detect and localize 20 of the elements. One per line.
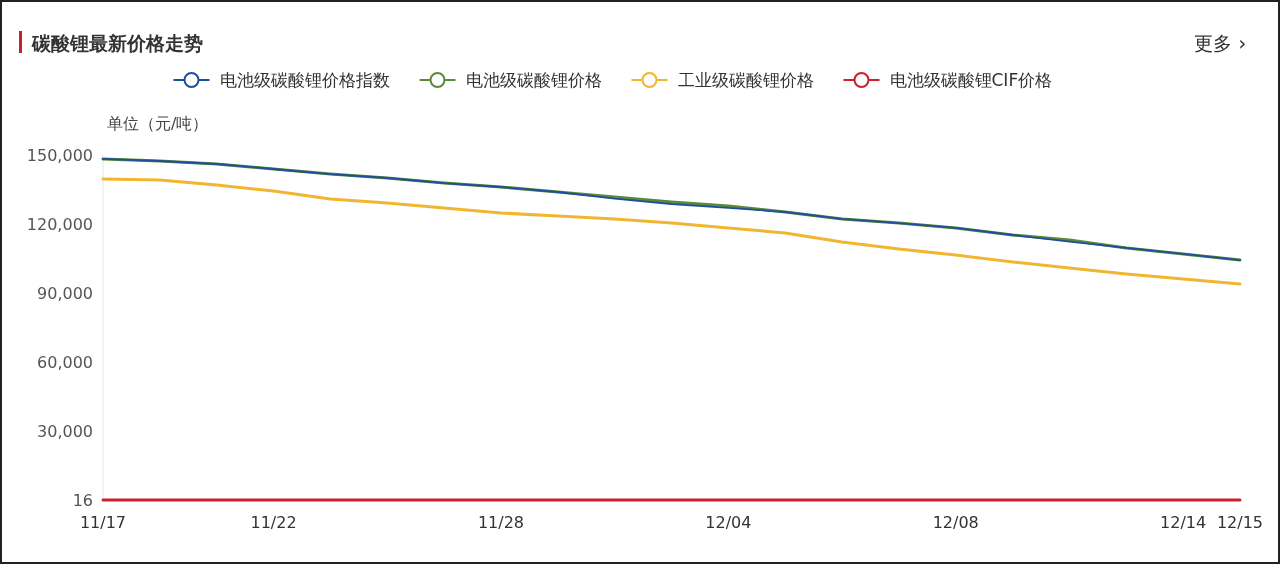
y-tick-label: 120,000: [26, 214, 93, 234]
legend-label: 工业级碳酸锂价格: [677, 70, 814, 90]
x-tick-label: 12/08: [932, 513, 979, 532]
x-tick-label: 12/04: [705, 513, 752, 532]
y-axis-title: 单位（元/吨）: [107, 114, 209, 133]
y-tick-label: 90,000: [37, 283, 93, 303]
y-tick-label: 60,000: [37, 352, 93, 372]
y-tick-label: 30,000: [37, 421, 93, 441]
legend-label: 电池级碳酸锂价格: [465, 70, 602, 90]
x-tick-label: 12/15: [1216, 513, 1264, 532]
x-tick-label: 11/22: [250, 513, 297, 532]
text: 更多 ›: [1194, 32, 1246, 54]
x-tick-label: 12/14: [1160, 513, 1207, 532]
x-tick-label: 11/28: [477, 513, 524, 532]
y-tick-label: 150,000: [26, 145, 93, 165]
y-tick-label: 16: [72, 490, 93, 510]
x-tick-label: 11/17: [79, 513, 127, 532]
legend-label: 电池级碳酸锂CIF价格: [889, 70, 1053, 90]
legend-label: 电池级碳酸锂价格指数: [219, 70, 390, 90]
chart-title: 碳酸锂最新价格走势: [31, 32, 203, 54]
